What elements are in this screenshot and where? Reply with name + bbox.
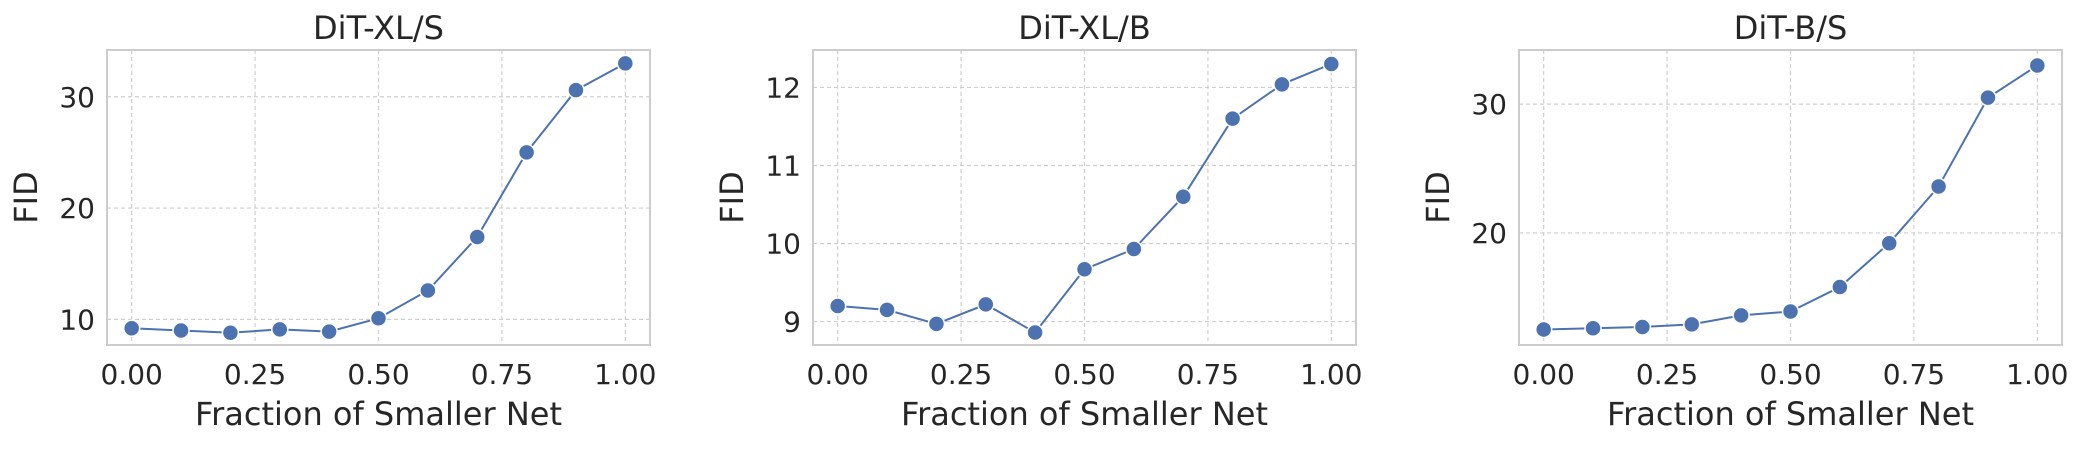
x-tick-label: 0.75 bbox=[1177, 358, 1239, 391]
data-point bbox=[419, 281, 437, 300]
data-point bbox=[878, 301, 896, 319]
y-tick-label: 30 bbox=[1471, 88, 1507, 121]
x-tick-label: 0.00 bbox=[1513, 358, 1575, 391]
data-point bbox=[1781, 302, 1800, 321]
chart-panel-3: 0.00 0.25 0.50 0.75 1.00 20 30 DiT-B/S Fraction … bbox=[1419, 9, 2068, 433]
x-tick-label: 0.75 bbox=[471, 358, 533, 391]
x-axis-label: Fraction of Smaller Net bbox=[195, 395, 562, 433]
data-point bbox=[977, 295, 995, 314]
x-tick-label: 0.00 bbox=[807, 358, 869, 391]
data-point bbox=[320, 322, 338, 341]
y-tick-label: 30 bbox=[59, 81, 95, 114]
chart-panel-1: 0.00 0.25 0.50 0.75 1.00 10 20 30 DiT-XL/S Fracti… bbox=[7, 9, 656, 433]
data-point bbox=[1584, 319, 1602, 338]
data-point bbox=[1979, 88, 1997, 107]
data-point bbox=[616, 54, 635, 73]
x-tick-label: 1.00 bbox=[1300, 358, 1362, 391]
data-point bbox=[1831, 278, 1849, 296]
y-tick-label: 20 bbox=[1471, 217, 1507, 250]
x-tick-label: 1.00 bbox=[2006, 358, 2068, 391]
plot-frame bbox=[106, 49, 651, 346]
chart-title: DiT-B/S bbox=[1734, 9, 1848, 47]
plot-frame bbox=[812, 49, 1357, 346]
x-tick-label: 0.50 bbox=[1759, 358, 1821, 391]
data-point bbox=[271, 320, 289, 339]
data-point bbox=[369, 309, 388, 328]
x-tick-label: 0.25 bbox=[224, 358, 286, 391]
y-tick-label: 10 bbox=[59, 303, 95, 336]
x-tick-label: 0.50 bbox=[1053, 358, 1115, 391]
x-axis-label: Fraction of Smaller Net bbox=[901, 395, 1268, 433]
y-axis-label: FID bbox=[1419, 171, 1457, 223]
chart-panel-2: 0.00 0.25 0.50 0.75 1.00 9 10 11 12 DiT-XL/B Fract… bbox=[713, 9, 1362, 433]
y-tick-label: 10 bbox=[765, 228, 801, 261]
data-point bbox=[567, 81, 585, 99]
x-tick-label: 0.25 bbox=[930, 358, 992, 391]
y-axis-label: FID bbox=[7, 171, 45, 223]
chart-title: DiT-XL/S bbox=[313, 9, 444, 47]
data-point bbox=[1732, 306, 1750, 325]
y-tick-label: 11 bbox=[765, 150, 801, 183]
data-point bbox=[1534, 320, 1553, 339]
data-point bbox=[1026, 323, 1044, 342]
x-tick-label: 0.75 bbox=[1883, 358, 1945, 391]
data-point bbox=[1223, 109, 1242, 128]
y-axis-label: FID bbox=[713, 171, 751, 223]
data-point bbox=[927, 315, 946, 333]
data-point bbox=[828, 297, 847, 315]
y-tick-label: 20 bbox=[59, 192, 95, 225]
x-tick-label: 1.00 bbox=[594, 358, 656, 391]
data-point bbox=[1880, 234, 1898, 252]
data-point bbox=[122, 319, 141, 338]
data-point bbox=[468, 228, 486, 246]
data-point bbox=[1929, 177, 1948, 196]
x-tick-label: 0.50 bbox=[347, 358, 409, 391]
x-tick-label: 0.25 bbox=[1636, 358, 1698, 391]
data-point bbox=[1075, 260, 1094, 279]
data-point bbox=[1322, 55, 1341, 73]
x-tick-label: 0.00 bbox=[101, 358, 163, 391]
y-tick-label: 9 bbox=[783, 306, 801, 339]
data-point bbox=[517, 143, 536, 162]
data-point bbox=[1633, 318, 1652, 336]
data-point bbox=[172, 321, 190, 340]
data-point bbox=[1174, 187, 1192, 206]
plot-frame bbox=[1518, 49, 2063, 346]
data-point bbox=[1125, 240, 1143, 258]
y-tick-label: 12 bbox=[765, 71, 801, 104]
data-point bbox=[221, 324, 240, 342]
data-point bbox=[1683, 315, 1701, 334]
data-point bbox=[1273, 75, 1291, 94]
x-axis-label: Fraction of Smaller Net bbox=[1607, 395, 1974, 433]
data-point bbox=[2028, 56, 2047, 75]
chart-title: DiT-XL/B bbox=[1018, 9, 1151, 47]
